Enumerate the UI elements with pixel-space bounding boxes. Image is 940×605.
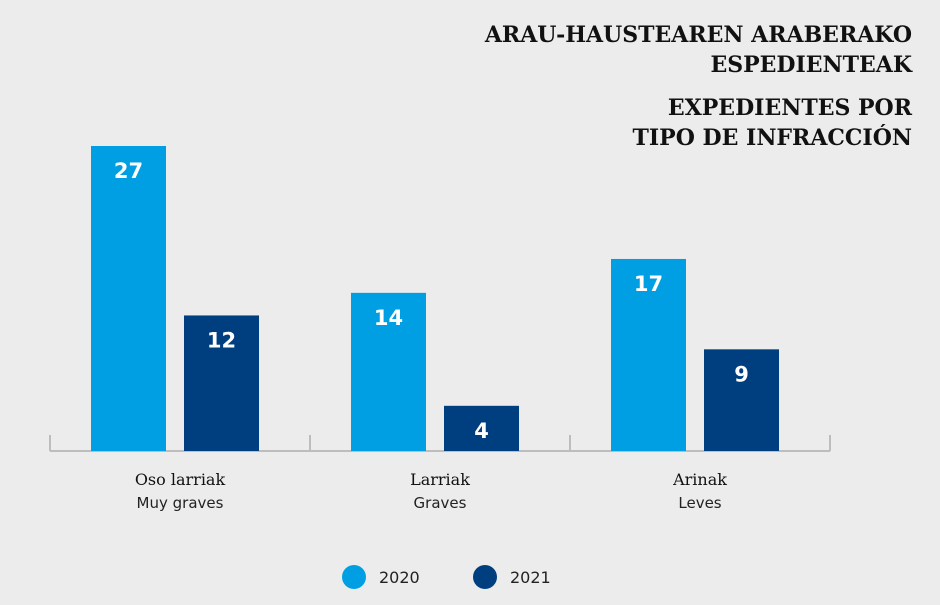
chart-title: ARAU-HAUSTEAREN ARABERAKO ESPEDIENTEAK bbox=[485, 20, 912, 80]
chart-title-line-1: ARAU-HAUSTEAREN ARABERAKO bbox=[484, 22, 912, 48]
category-label-secondary: Graves bbox=[414, 494, 467, 512]
chart-subtitle-line-1: EXPEDIENTES POR bbox=[667, 95, 912, 121]
bar-2021-2 bbox=[444, 405, 519, 451]
data-label: 27 bbox=[114, 159, 143, 183]
data-label: 12 bbox=[207, 328, 236, 352]
data-label: 14 bbox=[374, 306, 403, 330]
bar-2020-2 bbox=[351, 292, 426, 451]
data-label: 17 bbox=[634, 272, 663, 296]
category-label-secondary: Leves bbox=[678, 494, 721, 512]
chart-subtitle-line-2: TIPO DE INFRACCIÓN bbox=[632, 125, 913, 151]
legend-marker bbox=[342, 565, 366, 589]
category-label: Oso larriak bbox=[135, 470, 226, 489]
bar-2021-3 bbox=[704, 349, 779, 451]
data-label: 4 bbox=[474, 419, 489, 443]
legend-marker bbox=[473, 565, 497, 589]
chart-title-line-2: ESPEDIENTEAK bbox=[710, 52, 912, 78]
bar-2020-3 bbox=[611, 258, 686, 451]
bar-2021-1 bbox=[184, 315, 259, 451]
category-label-secondary: Muy graves bbox=[137, 494, 224, 512]
legend-label: 2020 bbox=[379, 568, 420, 587]
chart-subtitle: EXPEDIENTES POR TIPO DE INFRACCIÓN bbox=[633, 93, 913, 153]
category-label: Arinak bbox=[672, 470, 727, 489]
bar-2020-1 bbox=[91, 146, 166, 451]
category-label: Larriak bbox=[410, 470, 470, 489]
data-label: 9 bbox=[734, 362, 749, 386]
legend-label: 2021 bbox=[510, 568, 551, 587]
